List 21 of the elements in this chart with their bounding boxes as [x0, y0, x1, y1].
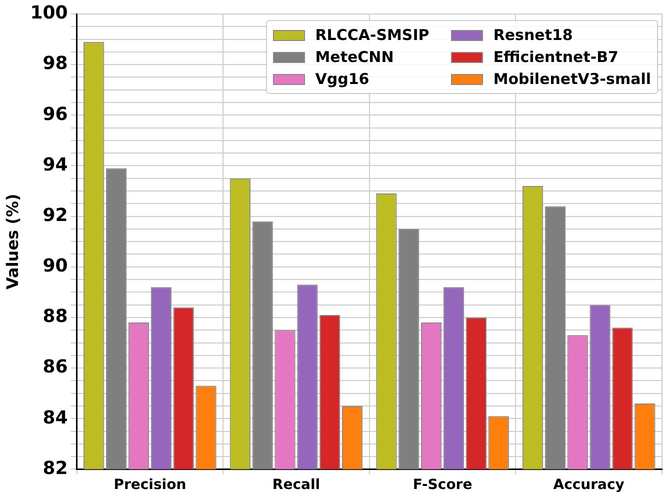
x-tick-label: Precision	[114, 477, 186, 494]
y-tick-label: 88	[42, 306, 68, 328]
y-tick-label: 92	[42, 204, 68, 226]
y-tick-label: 86	[42, 356, 68, 378]
x-tick-label: Accuracy	[553, 477, 624, 494]
legend-label: RLCCA-SMSIP	[315, 26, 430, 44]
legend-label: MeteCNN	[315, 48, 394, 66]
legend-label: Efficientnet-B7	[493, 48, 618, 66]
x-tick-label: Recall	[272, 477, 320, 494]
y-tick-label: 94	[42, 154, 68, 176]
y-axis-title: Values (%)	[2, 194, 22, 290]
legend-label: MobilenetV3-small	[493, 70, 651, 88]
y-tick-label: 84	[42, 407, 68, 428]
legend-label: Vgg16	[315, 70, 370, 88]
y-tick-label: 98	[42, 53, 68, 74]
x-tick-label: F-Score	[412, 477, 472, 494]
y-tick-label: 96	[42, 104, 68, 125]
legend-label: Resnet18	[493, 26, 573, 44]
y-tick-label: 82	[42, 458, 68, 479]
y-tick-label: 90	[42, 256, 68, 277]
y-tick-label: 100	[30, 2, 68, 24]
